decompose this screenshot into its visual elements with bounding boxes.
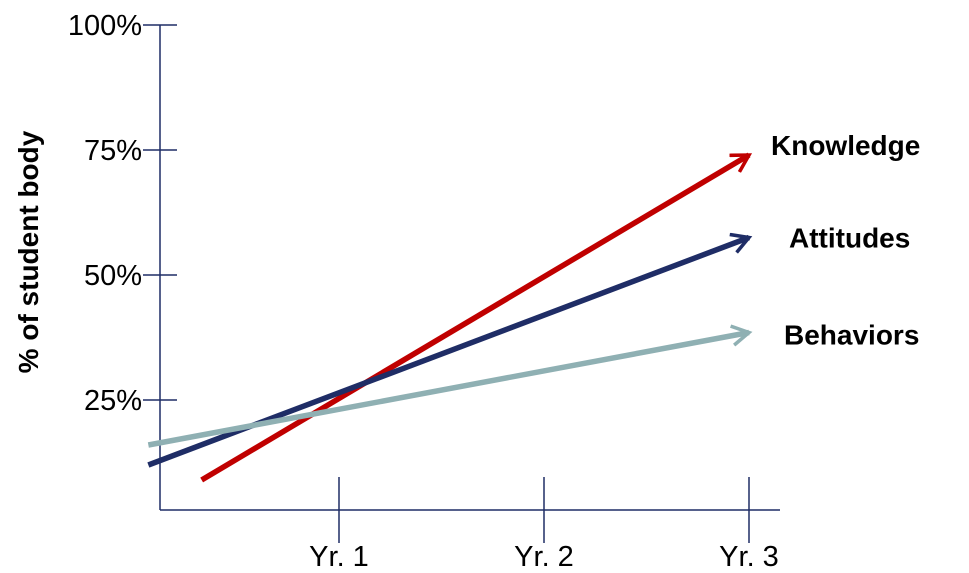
x-tick-label: Yr. 3 bbox=[719, 541, 779, 573]
series-group: Knowledge Attitudes Behaviors bbox=[147, 130, 920, 483]
y-tick-label: 50% bbox=[84, 260, 142, 292]
axes bbox=[159, 25, 780, 511]
series-line-behaviors bbox=[147, 333, 749, 448]
y-tick-label: 100% bbox=[68, 10, 142, 42]
series-label-knowledge: Knowledge bbox=[771, 130, 920, 161]
y-ticks: 25% 50% 75% 100% bbox=[68, 10, 177, 417]
y-axis-title: % of student body bbox=[13, 130, 44, 373]
y-tick-label: 75% bbox=[84, 135, 142, 167]
series-label-attitudes: Attitudes bbox=[789, 223, 910, 254]
series-label-behaviors: Behaviors bbox=[784, 320, 919, 351]
x-tick-label: Yr. 2 bbox=[514, 541, 574, 573]
y-tick-label: 25% bbox=[84, 385, 142, 417]
x-ticks: Yr. 1 Yr. 2 Yr. 3 bbox=[309, 477, 779, 573]
x-tick-label: Yr. 1 bbox=[309, 541, 369, 573]
series-line-knowledge bbox=[200, 152, 749, 483]
